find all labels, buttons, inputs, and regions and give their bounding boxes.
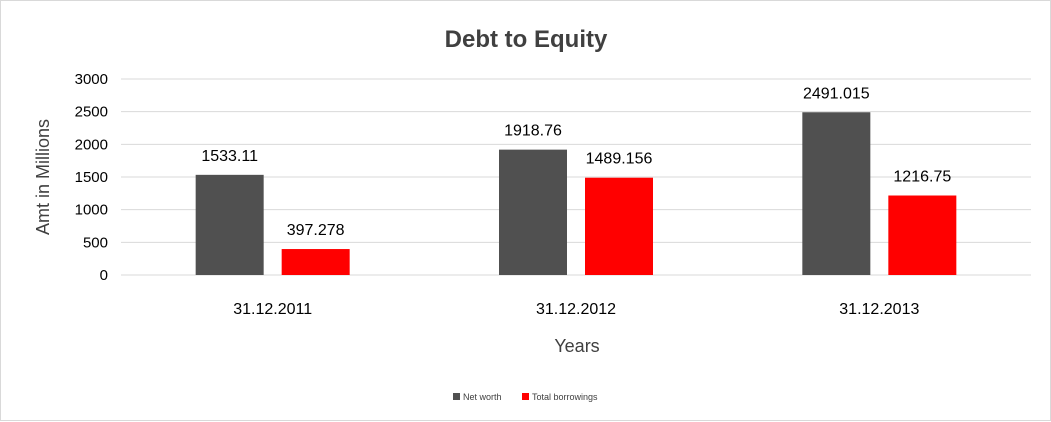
chart-title: Debt to Equity (445, 26, 608, 53)
legend-swatch-total-borrowings (522, 393, 529, 400)
legend-swatch-net-worth (453, 393, 460, 400)
net-worth-bar (802, 112, 871, 275)
y-tick-label: 3000 (75, 71, 108, 88)
total-borrowings-data-label: 1216.75 (893, 169, 951, 186)
total-borrowings-bar (888, 195, 957, 275)
net-worth-data-label: 2491.015 (803, 85, 870, 102)
y-axis-title: Amt in Millions (33, 119, 53, 235)
y-tick-label: 2500 (75, 104, 108, 121)
gridlines (121, 78, 1031, 276)
net-worth-bar (195, 174, 264, 275)
net-worth-data-label: 1918.76 (504, 123, 562, 140)
legend-label-total-borrowings: Total borrowings (532, 392, 598, 402)
y-tick-label: 0 (100, 267, 108, 284)
total-borrowings-data-label: 1489.156 (586, 151, 653, 168)
y-tick-label: 1000 (75, 202, 108, 219)
net-worth-data-label: 1533.11 (201, 148, 258, 165)
legend: Net worth Total borrowings (453, 392, 598, 402)
y-tick-label: 2000 (75, 136, 108, 153)
category-label: 31.12.2011 (233, 301, 312, 318)
total-borrowings-data-label: 397.278 (287, 222, 345, 239)
total-borrowings-bar (585, 177, 653, 275)
category-labels: 31.12.2011 31.12.2012 31.12.2013 (233, 301, 919, 318)
net-worth-bar (499, 149, 567, 275)
y-tick-label: 500 (83, 234, 108, 251)
category-label: 31.12.2013 (839, 301, 919, 318)
total-borrowings-bar (281, 249, 350, 275)
category-label: 31.12.2012 (536, 301, 616, 318)
bars (195, 112, 957, 275)
x-axis-title: Years (554, 336, 599, 356)
y-tick-label: 1500 (75, 169, 108, 186)
legend-label-net-worth: Net worth (463, 392, 502, 402)
y-tick-labels: 0 500 1000 1500 2000 2500 3000 (75, 71, 108, 284)
data-labels: 1533.11 397.278 1918.76 1489.156 2491.015 121… (201, 85, 951, 239)
